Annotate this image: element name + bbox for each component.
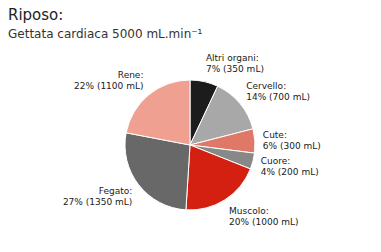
slice-label-line: Muscolo: (229, 206, 269, 216)
slice-label-line: 4% (200 mL) (261, 167, 319, 177)
labels: Altri organi:7% (350 mL) Cervello:14% (70… (63, 53, 321, 227)
slice-label-line: 6% (300 mL) (263, 141, 321, 151)
slice-label: Muscolo:20% (1000 mL) (229, 206, 298, 227)
chart-container: Riposo:Gettata cardiaca 5000 mL.min⁻¹Alt… (0, 0, 381, 252)
slices (125, 80, 255, 210)
slice-label-line: Fegato: (99, 186, 133, 196)
slice-label-line: 20% (1000 mL) (229, 217, 298, 227)
slice-label: Fegato:27% (1350 mL) (63, 186, 132, 207)
slice-label-line: Altri organi: (206, 53, 259, 63)
slice-label-line: Cuore: (261, 156, 291, 166)
slice-label: Rene:22% (1100 mL) (74, 70, 143, 91)
slice (186, 145, 251, 210)
slice (125, 133, 190, 210)
slice-label-line: 27% (1350 mL) (63, 197, 132, 207)
subtitle: Gettata cardiaca 5000 mL.min⁻¹ (8, 27, 203, 41)
slice-label-line: Cervello: (246, 81, 286, 91)
pie-chart: Riposo:Gettata cardiaca 5000 mL.min⁻¹Alt… (0, 0, 381, 252)
slice-label: Cervello:14% (700 mL) (246, 81, 310, 102)
slice-label-line: 22% (1100 mL) (74, 81, 143, 91)
slice-label-line: 7% (350 mL) (206, 64, 264, 74)
slice-label-line: 14% (700 mL) (246, 92, 310, 102)
slice-label: Cute:6% (300 mL) (263, 130, 321, 151)
slice-label-line: Cute: (263, 130, 287, 140)
slice-label: Cuore:4% (200 mL) (261, 156, 319, 177)
slice-label-line: Rene: (118, 70, 144, 80)
slice-label: Altri organi:7% (350 mL) (206, 53, 264, 74)
title: Riposo: (8, 6, 63, 24)
